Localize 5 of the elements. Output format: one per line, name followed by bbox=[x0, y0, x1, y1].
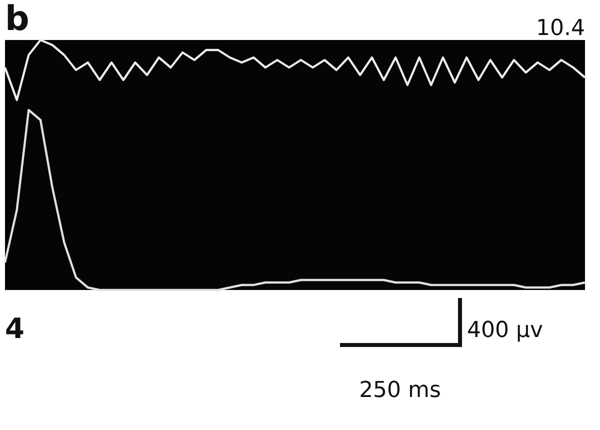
chart-title: b bbox=[5, 0, 30, 39]
text: 250 ms bbox=[359, 378, 441, 403]
text: 400 μv bbox=[467, 318, 544, 343]
annotation: 10.4 bbox=[536, 16, 585, 41]
text: 4 bbox=[5, 312, 24, 345]
